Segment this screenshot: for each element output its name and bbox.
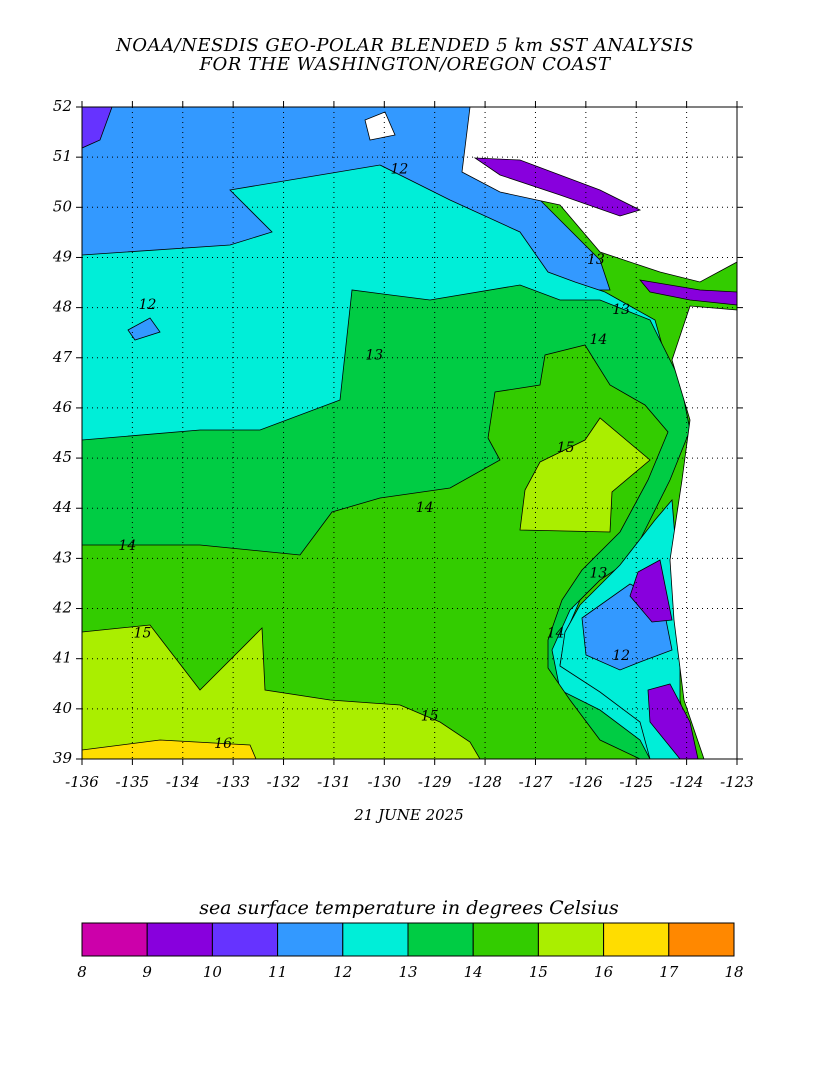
title-line: FOR THE WASHINGTON/OREGON COAST (199, 54, 612, 75)
lat-tick-label: 45 (52, 448, 72, 466)
color-box (537, 922, 605, 957)
sst-16-17 (82, 739, 257, 759)
color-box (342, 922, 409, 957)
lon-tick-label: -136 (65, 773, 99, 791)
land (669, 305, 737, 759)
colorbar-tick-label: 8 (77, 963, 87, 981)
contour-label: 15 (557, 440, 575, 456)
contour-label: 13 (365, 347, 383, 363)
lat-tick-label: 52 (53, 97, 72, 115)
colorbar-tick-label: 12 (333, 963, 352, 981)
island (364, 111, 396, 141)
lon-tick-label: -123 (720, 773, 754, 791)
lat-tick-label: 39 (53, 749, 73, 767)
color-box (668, 922, 735, 957)
colorbar-tick-label: 16 (594, 963, 614, 981)
contour-label: 13 (587, 252, 605, 268)
lat-tick-label: 40 (52, 699, 73, 717)
colorbar-tick-label: 11 (268, 963, 287, 981)
sst-15-16 (519, 417, 651, 533)
sst-15-16 (82, 624, 481, 759)
colorbar-tick-label: 18 (724, 963, 743, 981)
contour-label: 15 (134, 626, 152, 642)
lat-tick-label: 50 (53, 197, 73, 215)
lon-tick-label: -130 (367, 773, 401, 791)
color-box (603, 922, 670, 957)
contour-label: 12 (391, 162, 409, 178)
lon-tick-label: -133 (216, 773, 250, 791)
contour-label: 15 (421, 708, 439, 724)
lat-tick-label: 42 (52, 599, 72, 617)
lon-tick-label: -134 (166, 773, 200, 791)
strait (639, 279, 737, 306)
contour-label: 16 (214, 736, 232, 752)
contour-label: 13 (590, 565, 608, 581)
lon-tick-label: -135 (116, 773, 150, 791)
colorbar-title: sea surface temperature in degrees Celsi… (199, 897, 619, 919)
lon-tick-label: -126 (569, 773, 603, 791)
sst-14-15 (82, 344, 669, 759)
colorbar-tick-label: 10 (203, 963, 223, 981)
lat-tick-label: 46 (52, 398, 73, 416)
lat-tick-label: 44 (52, 498, 72, 516)
lat-tick-label: 51 (53, 147, 72, 165)
title-line: NOAA/NESDIS GEO-POLAR BLENDED 5 km SST A… (115, 35, 694, 56)
color-box (407, 922, 474, 957)
contour-label: 14 (118, 538, 136, 554)
lat-tick-label: 41 (52, 649, 72, 667)
contour-label: 14 (547, 626, 565, 642)
map-date: 21 JUNE 2025 (353, 806, 464, 824)
lon-tick-label: -128 (468, 773, 502, 791)
color-box (211, 922, 279, 957)
colorbar-tick-label: 9 (142, 963, 152, 981)
lon-tick-label: -131 (317, 773, 351, 791)
lat-tick-label: 43 (52, 548, 72, 566)
lon-tick-label: -129 (418, 773, 452, 791)
contour-label: 12 (612, 648, 630, 664)
lat-tick-label: 47 (52, 348, 73, 366)
colorbar-tick-label: 17 (659, 963, 679, 981)
colorbar-tick-label: 15 (529, 963, 548, 981)
sst-11-12 (127, 317, 161, 341)
lon-tick-label: -125 (619, 773, 653, 791)
colorbar-tick-label: 14 (464, 963, 483, 981)
color-box (146, 922, 213, 957)
sst-9-10 (647, 683, 699, 759)
lat-tick-label: 48 (52, 298, 72, 316)
lon-tick-label: -127 (519, 773, 553, 791)
contour-label: 14 (590, 332, 608, 348)
color-box (81, 922, 148, 957)
color-box (277, 922, 344, 957)
sst-9-10 (629, 559, 673, 623)
colorbar-tick-label: 13 (398, 963, 417, 981)
color-box (472, 922, 539, 957)
sst-10-11 (82, 107, 113, 149)
sst-field (82, 107, 737, 759)
lat-tick-label: 49 (52, 247, 73, 265)
strait (473, 157, 642, 217)
contour-label: 12 (139, 297, 157, 313)
contour-label: 14 (416, 500, 434, 516)
contour-label: 13 (612, 302, 630, 318)
lon-tick-label: -132 (267, 773, 301, 791)
lon-tick-label: -124 (670, 773, 704, 791)
